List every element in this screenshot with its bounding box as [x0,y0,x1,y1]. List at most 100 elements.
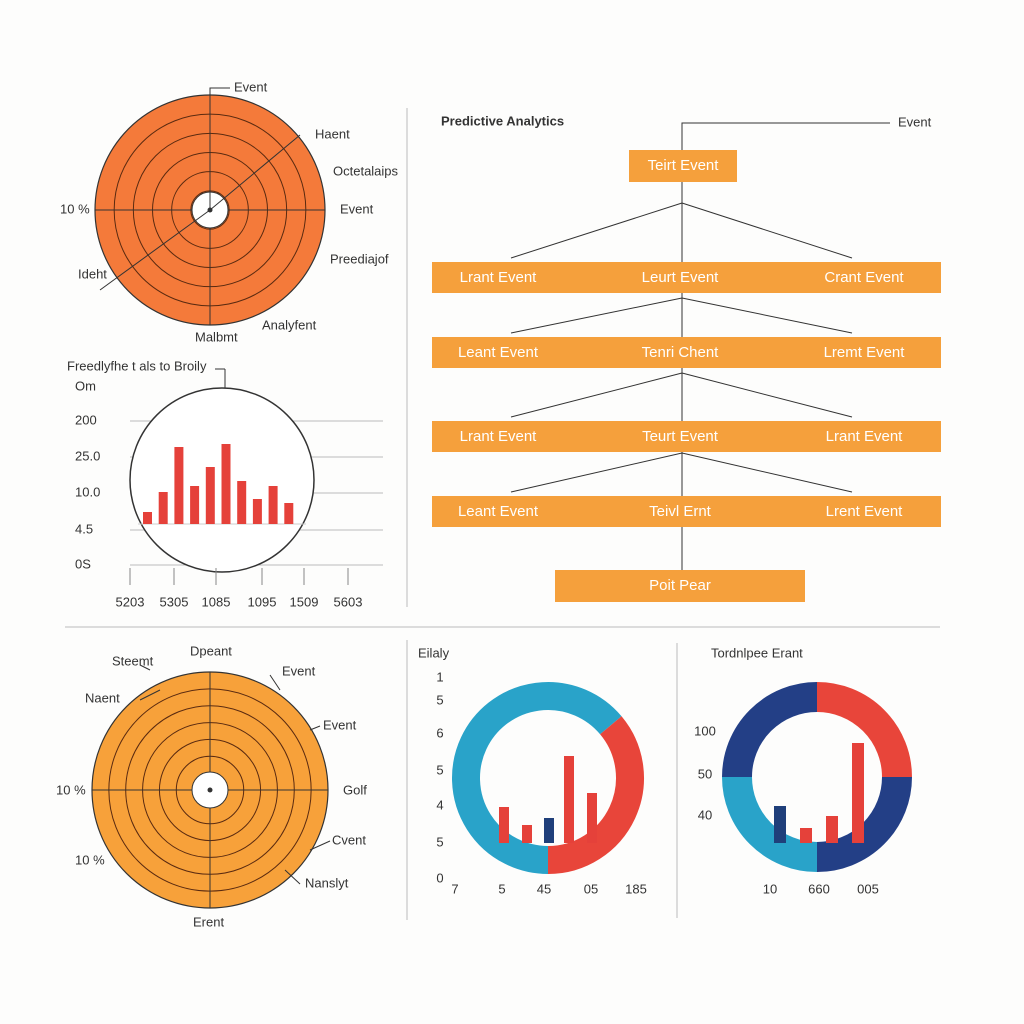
node-label: Lremt Event [824,344,906,361]
donut-segment [816,776,912,872]
label: Tordnlpee Erant [711,645,803,660]
label: Om [75,378,96,393]
label: 50 [698,766,712,781]
label: 4 [436,797,443,812]
label: Erent [193,914,224,929]
label: 100 [694,723,716,738]
label: Octetalaips [333,163,399,178]
pointer [139,689,161,701]
connector [510,452,683,493]
donut-segment [722,682,818,778]
label: Analyfent [262,317,317,332]
pointer [139,664,151,671]
bar [774,806,786,843]
label: 5 [436,834,443,849]
bar [564,756,574,843]
node-label: Tenri Chent [642,344,720,361]
pointer [209,87,230,210]
label: Golf [343,782,367,797]
label: 10 % [75,852,105,867]
label: 1 [436,669,443,684]
bar [237,481,247,524]
node [555,570,805,602]
node-label: Crant Event [824,269,904,286]
node [629,150,737,182]
row-bar [432,496,941,527]
node-label: Lrant Event [460,428,538,445]
label: 6 [436,725,443,740]
node-label: Teirt Event [648,157,720,174]
donut-segment [722,776,818,872]
connector [681,372,853,418]
label: Event [234,79,268,94]
label: 1509 [290,594,319,609]
label: Eilaly [418,645,450,660]
bar [826,816,838,843]
label: 0S [75,556,91,571]
label: 5603 [334,594,363,609]
donut-segment [816,682,912,778]
dot [207,787,213,793]
label: 1095 [248,594,277,609]
pointer [99,209,211,291]
label: Ideht [78,266,107,281]
label: 1085 [202,594,231,609]
label: 40 [698,807,712,822]
label: 185 [625,881,647,896]
label: Freedlyfhe t als to Broily [67,358,207,373]
label: 005 [857,881,879,896]
bar [221,444,231,524]
pointer [269,674,281,691]
donut-segment [547,716,644,874]
label: 10 [763,881,777,896]
bar [852,743,864,843]
label: 05 [584,881,598,896]
label: 45 [537,881,551,896]
label: 25.0 [75,448,100,463]
label: 5305 [160,594,189,609]
node-label: Lrant Event [826,428,904,445]
label: 7 [451,881,458,896]
node-label: Lrant Event [460,269,538,286]
label: 5 [498,881,505,896]
label: Event [323,717,357,732]
node-label: Poit Pear [649,577,711,594]
bar [143,512,152,524]
label: Dpeant [190,643,232,658]
row-bar [432,337,941,368]
label: Preediajof [330,251,389,266]
label: 5 [436,692,443,707]
label: 660 [808,881,830,896]
label: Naent [85,690,120,705]
bar [800,828,812,843]
label: 10 % [60,201,90,216]
bar [158,492,168,524]
donut-segment [452,682,622,874]
connector [510,297,683,334]
label: Event [898,114,932,129]
node-label: Leurt Event [642,269,720,286]
label: Steemt [112,653,154,668]
label: Event [282,663,316,678]
bar [544,818,554,843]
connector [681,202,853,259]
bar [205,467,215,524]
bar [190,486,200,524]
node-label: Leant Event [458,503,539,520]
pointer [284,869,301,885]
bar [174,447,184,524]
dividers [65,108,940,920]
bar [522,825,532,843]
panel-title: Predictive Analytics [441,113,564,128]
label: Event [340,201,374,216]
row-bar [432,262,941,293]
label: 5203 [116,594,145,609]
label: 10.0 [75,484,100,499]
node-label: Leant Event [458,344,539,361]
connector [681,122,890,150]
bar [284,503,294,524]
connector [510,202,683,259]
pointer [309,725,321,731]
